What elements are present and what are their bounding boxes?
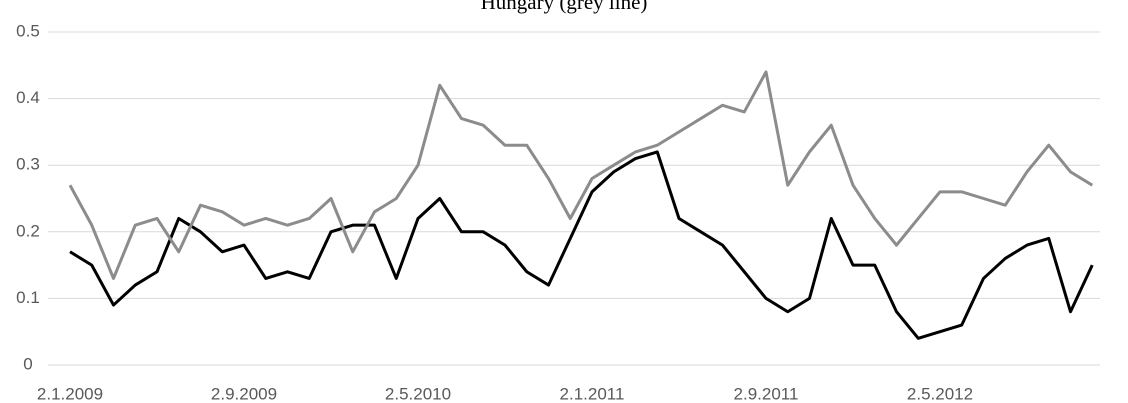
chart-title: Hungary (grey line)	[481, 0, 648, 14]
data-line	[68, 70, 1094, 280]
x-tick-label: 2.5.2010	[385, 384, 451, 403]
y-tick-label: 0.2	[16, 221, 40, 240]
x-tick-label: 2.9.2011	[734, 384, 799, 403]
y-tick-label: 0.3	[16, 155, 40, 174]
data-line	[69, 150, 1094, 340]
y-tick-label: 0.1	[16, 288, 40, 307]
x-tick-label: 2.5.2012	[907, 384, 973, 403]
x-tick-label: 2.1.2009	[37, 384, 103, 403]
y-tick-label: 0.5	[16, 21, 40, 40]
y-tick-label: 0	[23, 354, 32, 373]
x-tick-label: 2.9.2009	[211, 384, 277, 403]
x-tick-label: 2.1.2011	[560, 384, 625, 403]
y-tick-label: 0.4	[16, 88, 40, 107]
